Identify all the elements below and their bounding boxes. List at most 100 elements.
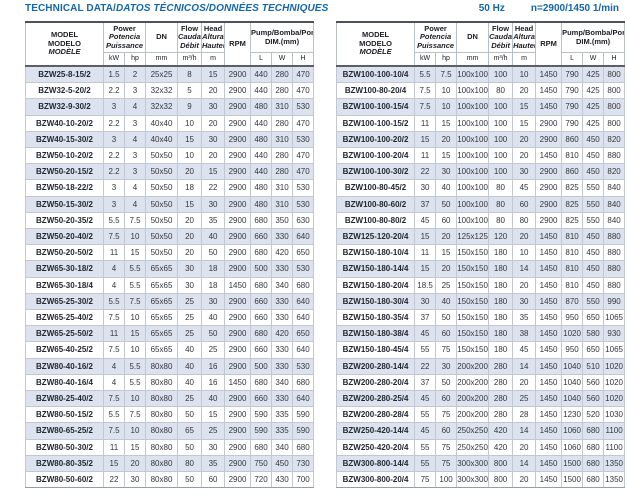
value-cell: 510 bbox=[582, 357, 605, 375]
dim-label-trilingual: Pump/Bomba/Pompe bbox=[251, 27, 313, 37]
value-cell: 820 bbox=[603, 130, 626, 149]
value-cell: 100 bbox=[435, 471, 458, 489]
value-cell: 18.5 bbox=[414, 276, 437, 294]
value-cell: 2900 bbox=[224, 471, 252, 489]
value-cell: 5.5 bbox=[123, 373, 147, 392]
value-cell: 1450 bbox=[535, 65, 563, 84]
value-cell: 20 bbox=[512, 471, 537, 489]
value-cell: 5.5 bbox=[103, 406, 125, 424]
value-cell: 440 bbox=[250, 163, 273, 181]
value-cell: 2900 bbox=[535, 179, 563, 197]
value-cell: 20 bbox=[201, 114, 226, 132]
value-cell: 660 bbox=[250, 309, 273, 327]
value-cell: 25 bbox=[201, 341, 226, 359]
value-cell: 30 bbox=[201, 292, 226, 311]
model-cell: BZW50-15-30/2 bbox=[25, 195, 104, 213]
value-cell: 730 bbox=[292, 454, 315, 473]
value-cell: 800 bbox=[488, 471, 514, 489]
value-cell: 60 bbox=[435, 211, 458, 230]
value-cell: 55 bbox=[414, 406, 437, 424]
model-cell: BZW200-280-25/4 bbox=[336, 390, 416, 408]
model-cell: BZW200-280-20/4 bbox=[336, 373, 416, 392]
value-cell: 310 bbox=[271, 98, 294, 116]
power-label-en: Power bbox=[424, 23, 447, 33]
model-cell: BZW80-25-40/2 bbox=[25, 390, 104, 408]
value-cell: 30 bbox=[435, 357, 458, 375]
value-cell: 75 bbox=[435, 454, 458, 473]
value-cell: 25 bbox=[177, 390, 203, 408]
value-cell: 1040 bbox=[561, 357, 584, 375]
tables-container: MODEL MODELO MODÈLE Power Potencia Puissance… bbox=[25, 21, 626, 489]
value-cell: 30 bbox=[177, 260, 203, 278]
value-cell: 55 bbox=[414, 438, 437, 456]
value-cell: 1350 bbox=[603, 471, 626, 489]
value-cell: 20 bbox=[435, 228, 458, 246]
value-cell: 18 bbox=[177, 179, 203, 197]
model-cell: BZW50-20-15/2 bbox=[25, 163, 104, 181]
value-cell: 40x40 bbox=[145, 114, 179, 132]
value-cell: 80 bbox=[488, 195, 514, 213]
value-cell: 75 bbox=[435, 341, 458, 359]
col-header-flow: Flow Caudal Débit bbox=[488, 21, 514, 53]
value-cell: 30 bbox=[201, 98, 226, 116]
value-cell: 1450 bbox=[535, 98, 563, 116]
model-cell: BZW100-100-10/4 bbox=[336, 65, 416, 84]
page-title: TECHNICAL DATA/DATOS TÉCNICOS/DONNÉES TE… bbox=[25, 3, 328, 14]
value-cell: 4 bbox=[123, 130, 147, 149]
value-cell: 3 bbox=[103, 179, 125, 197]
unit-kw: kW bbox=[103, 52, 125, 67]
model-cell: BZW100-80-80/2 bbox=[336, 211, 416, 230]
value-cell: 5.5 bbox=[123, 260, 147, 278]
value-cell: 800 bbox=[603, 114, 626, 132]
value-cell: 20 bbox=[201, 147, 226, 165]
value-cell: 180 bbox=[488, 341, 514, 359]
value-cell: 50x50 bbox=[145, 211, 179, 230]
unit-length: L bbox=[561, 52, 584, 67]
value-cell: 7.5 bbox=[103, 228, 125, 246]
value-cell: 680 bbox=[250, 276, 273, 294]
flow-label-fr: Débit bbox=[491, 40, 510, 50]
table-row: BZW100-100-30/2 22 30 100x100 100 30 2900 860 45… bbox=[336, 163, 626, 181]
value-cell: 470 bbox=[292, 147, 315, 165]
value-cell: 15 bbox=[512, 98, 537, 116]
model-cell: BZW150-180-45/4 bbox=[336, 341, 416, 359]
value-cell: 20 bbox=[435, 130, 458, 149]
model-cell: BZW200-280-28/4 bbox=[336, 406, 416, 424]
value-cell: 40 bbox=[201, 390, 226, 408]
value-cell: 720 bbox=[250, 471, 273, 489]
value-cell: 50 bbox=[201, 244, 226, 262]
model-cell: BZW80-50-15/2 bbox=[25, 406, 104, 424]
value-cell: 1450 bbox=[535, 82, 563, 100]
model-label-fr: MODÈLE bbox=[48, 47, 81, 57]
value-cell: 330 bbox=[271, 292, 294, 311]
value-cell: 2900 bbox=[224, 292, 252, 311]
value-cell: 825 bbox=[561, 179, 584, 197]
value-cell: 5 bbox=[177, 82, 203, 100]
value-cell: 530 bbox=[292, 130, 315, 149]
power-label-fr: Puissance bbox=[417, 40, 455, 50]
value-cell: 425 bbox=[582, 65, 605, 84]
value-cell: 80x80 bbox=[145, 406, 179, 424]
value-cell: 80x80 bbox=[145, 471, 179, 489]
value-cell: 470 bbox=[292, 65, 315, 84]
value-cell: 2900 bbox=[224, 357, 252, 375]
value-cell: 280 bbox=[271, 114, 294, 132]
model-cell: BZW100-100-30/2 bbox=[336, 163, 416, 181]
table-row: BZW50-15-30/2 3 4 50x50 15 30 2900 480 310 530 bbox=[25, 195, 315, 213]
value-cell: 50 bbox=[177, 471, 203, 489]
value-cell: 150x150 bbox=[456, 325, 490, 343]
model-cell: BZW300-800-14/4 bbox=[336, 454, 416, 473]
value-cell: 2.2 bbox=[103, 82, 125, 100]
value-cell: 660 bbox=[250, 341, 273, 359]
value-cell: 100 bbox=[488, 147, 514, 165]
value-cell: 40 bbox=[177, 373, 203, 392]
value-cell: 2.2 bbox=[103, 114, 125, 132]
value-cell: 60 bbox=[512, 195, 537, 213]
unit-flow: m³/h bbox=[177, 52, 203, 67]
value-cell: 20 bbox=[512, 438, 537, 456]
value-cell: 950 bbox=[561, 341, 584, 359]
model-label-es: MODELO bbox=[359, 38, 392, 48]
table-row: BZW80-50-30/2 11 15 80x80 50 30 2900 680 340 680 bbox=[25, 438, 315, 456]
value-cell: 100x100 bbox=[456, 98, 490, 116]
model-cell: BZW65-25-40/2 bbox=[25, 309, 104, 327]
